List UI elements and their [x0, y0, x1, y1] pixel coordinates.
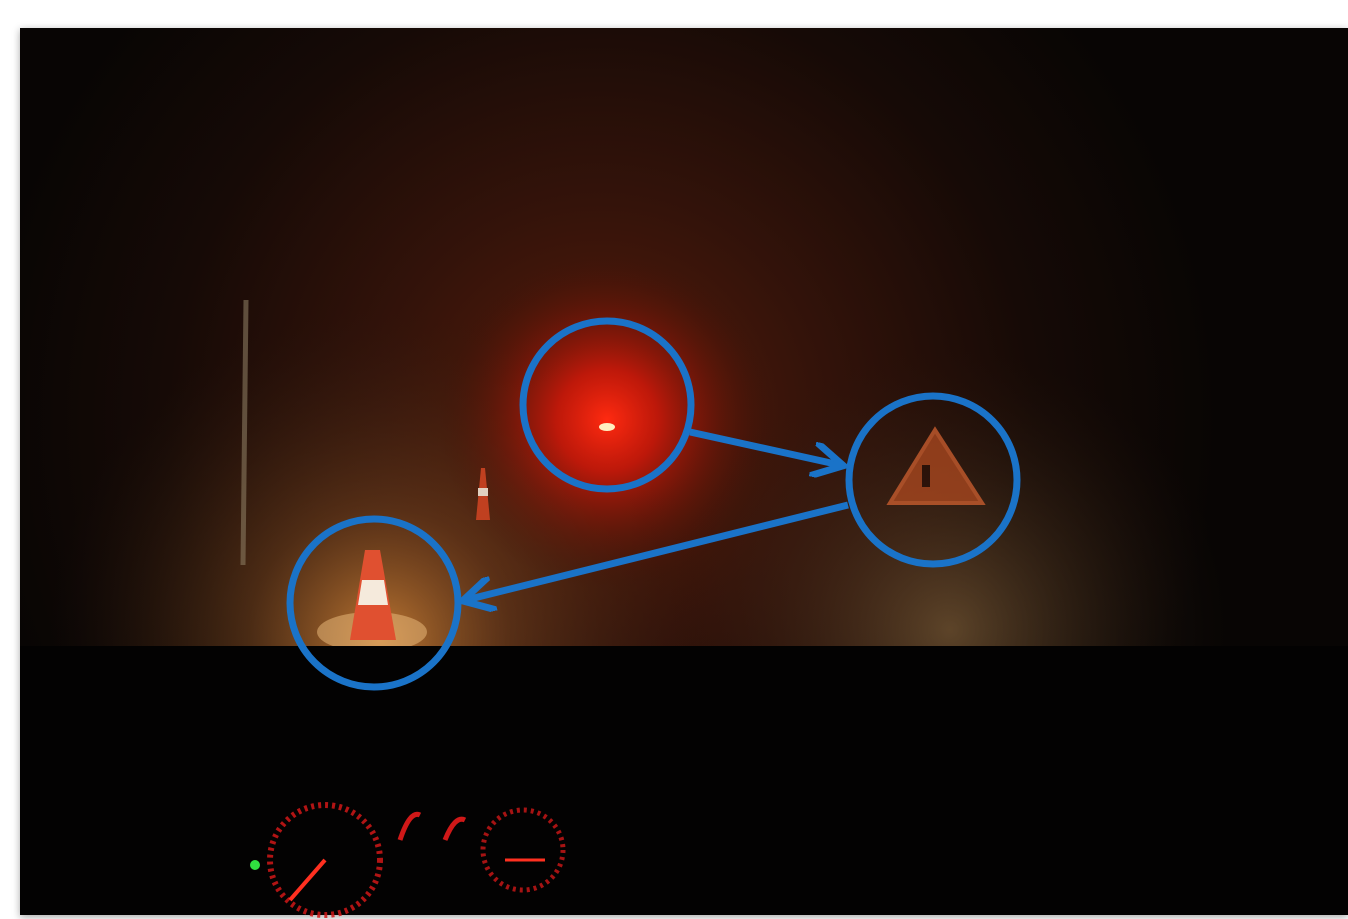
pole [243, 300, 246, 565]
red-light-glow [437, 250, 777, 590]
page: Night fog road scene {} html, body { mar… [0, 0, 1348, 919]
page-body [0, 0, 1348, 919]
red-light-core [599, 423, 615, 431]
dashboard [20, 646, 1348, 915]
scene [0, 0, 1348, 919]
